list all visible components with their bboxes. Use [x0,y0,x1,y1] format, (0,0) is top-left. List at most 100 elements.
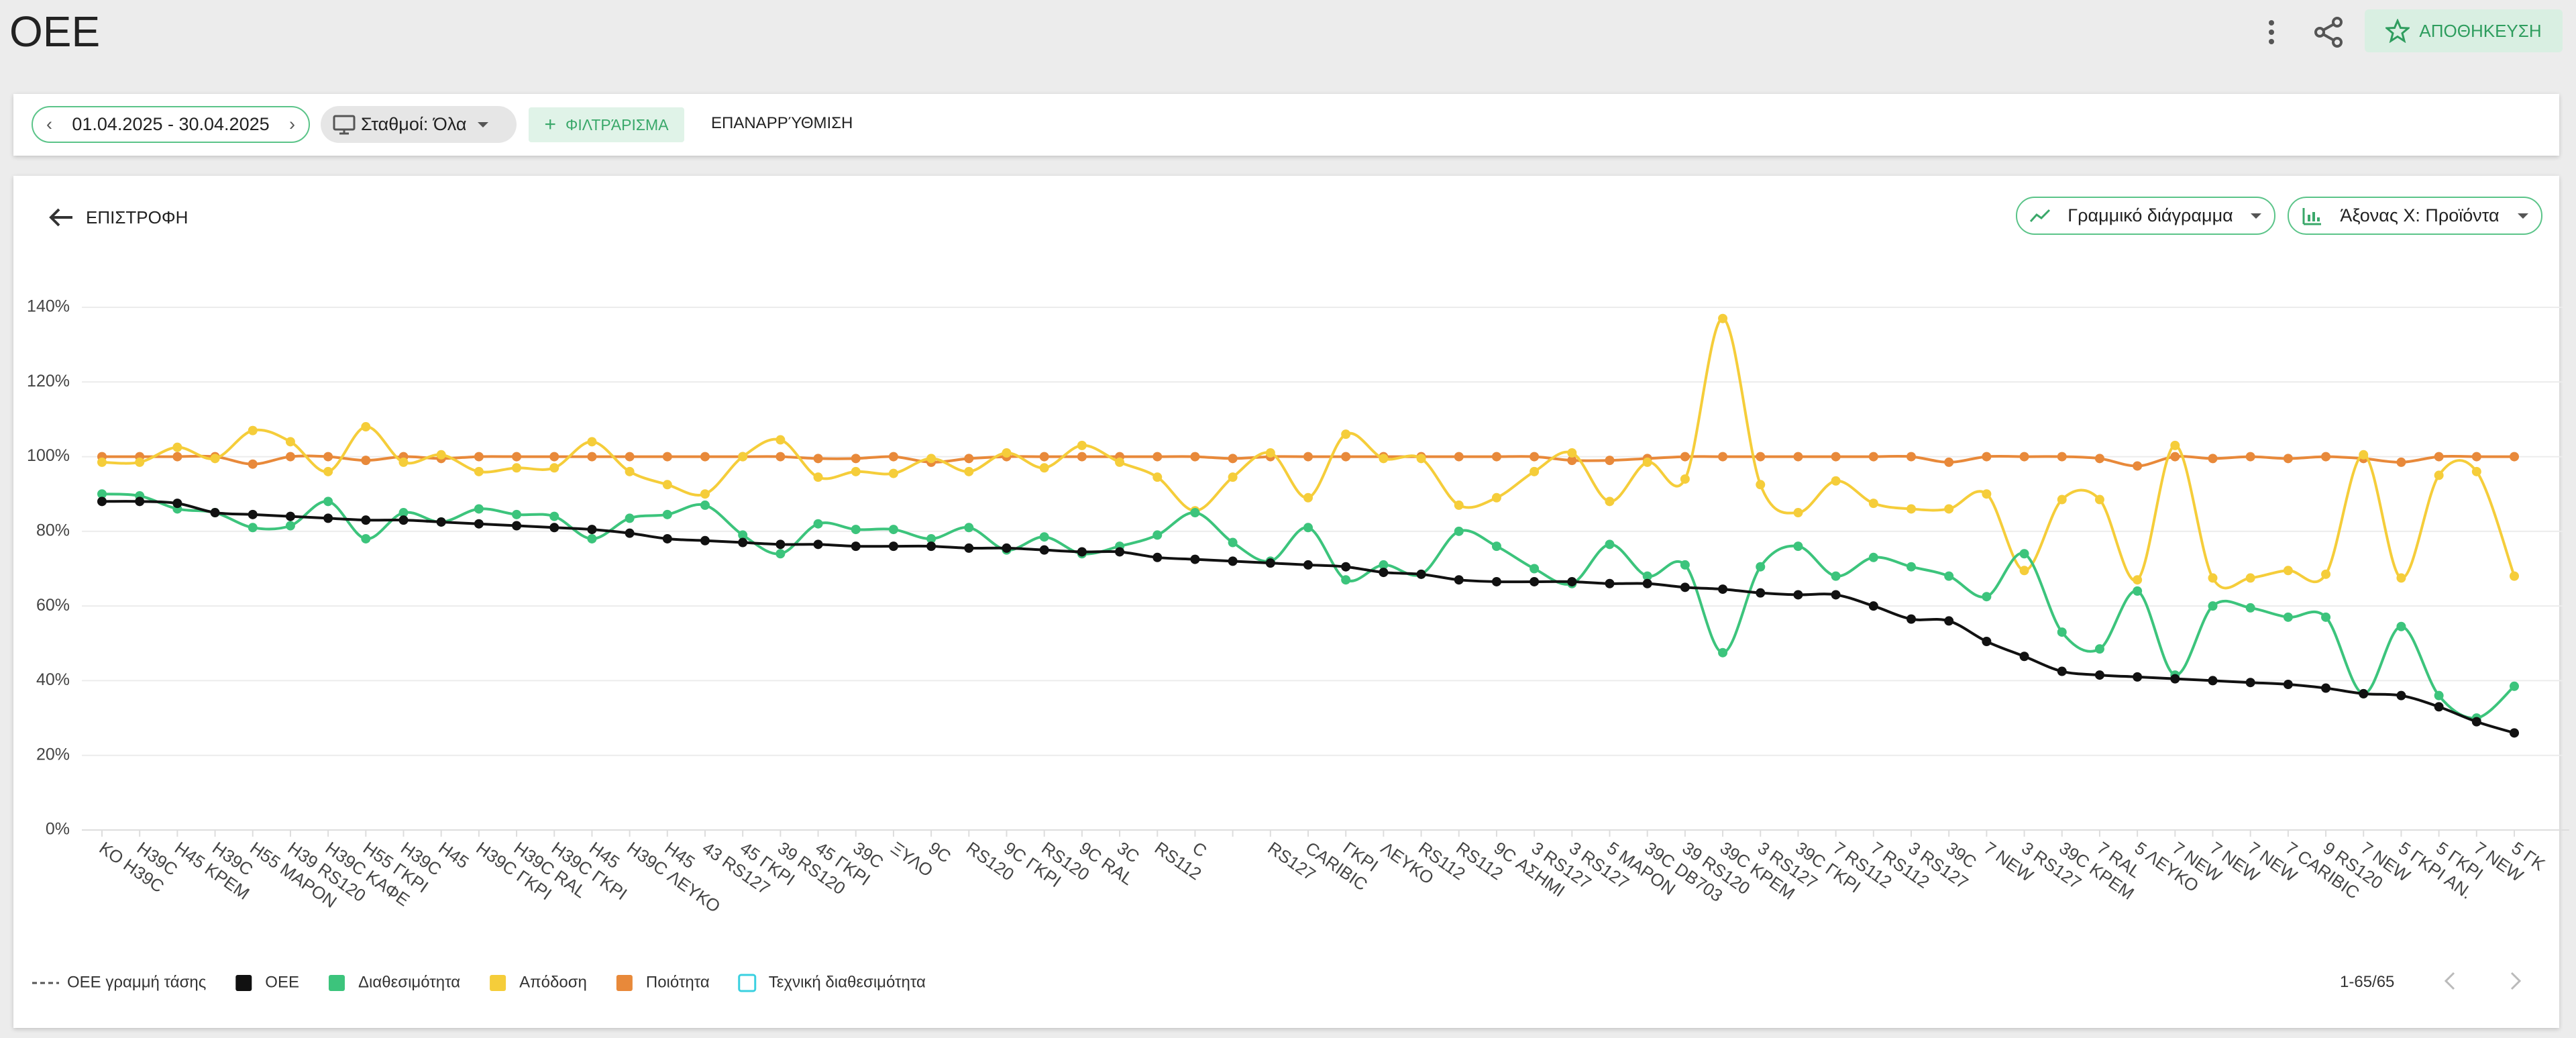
data-point [2019,549,2029,559]
data-point [2471,466,2481,476]
back-arrow[interactable] [48,207,75,228]
reset-button[interactable]: ΕΠΑΝΑΡΡΎΘΜΙΣΗ [711,114,853,132]
data-point [888,525,898,535]
data-point [625,528,635,538]
stations-label: Σταθμοί: Όλα [361,114,467,134]
data-point [2133,461,2143,471]
share-button[interactable] [2313,16,2345,48]
data-point [662,480,672,490]
data-point [323,513,333,523]
next-chevron[interactable]: › [288,114,295,134]
data-point [2170,452,2180,462]
data-point [1718,584,1728,594]
data-point [1907,452,1916,462]
date-range-picker[interactable]: ‹ 01.04.2025 - 30.04.2025 › [32,106,310,143]
data-point [2434,690,2444,700]
legend-label: Ποιότητα [646,973,710,991]
y-tick-label: 40% [36,670,70,689]
data-point [813,454,823,464]
x-axis-select[interactable]: Άξονας Χ: Προϊόντα [2288,197,2542,235]
data-point [2434,702,2444,712]
data-point [248,459,258,469]
data-point [1567,448,1577,458]
data-point [587,452,597,462]
data-point [474,519,484,529]
save-button[interactable]: ΑΠΟΘΗΚΕΥΣΗ [2365,9,2563,52]
data-point [2094,644,2104,654]
data-point [926,454,936,464]
plus-icon: + [544,113,556,136]
data-point [97,497,107,507]
data-point [587,533,597,543]
data-point [2510,452,2519,462]
data-point [1944,504,1954,514]
data-point [1379,560,1389,570]
legend-label: Απόδοση [519,973,587,991]
data-point [1529,452,1540,462]
data-point [2434,470,2444,480]
data-point [1868,601,1878,611]
data-point [2133,586,2143,596]
data-point [2283,612,2293,622]
data-point [2396,690,2406,700]
chart-type-select[interactable]: Γραμμικό διάγραμμα [2016,197,2275,235]
data-point [1303,452,1313,462]
prev-page[interactable] [2442,970,2458,992]
prev-chevron[interactable]: ‹ [46,114,52,134]
data-point [2245,452,2255,462]
data-point [1341,452,1351,462]
page-title: OEE [9,7,101,56]
data-point [888,468,898,478]
stations-select[interactable]: Σταθμοί: Όλα [321,106,517,143]
back-button[interactable]: ΕΠΙΣΤΡΟΦΗ [86,207,189,227]
data-point [1642,457,1652,467]
more-menu[interactable] [2261,17,2288,47]
next-page[interactable] [2508,970,2524,992]
data-point [1454,500,1464,510]
data-point [1303,560,1313,570]
data-point [775,435,786,445]
data-point [1077,452,1087,462]
data-point [1718,313,1728,323]
data-point [2283,679,2293,689]
legend-swatch [235,975,252,991]
data-point [2321,683,2331,693]
data-point [2094,454,2104,464]
data-point [738,537,748,548]
star-icon [2385,19,2410,43]
data-point [2133,672,2143,682]
data-point [1228,454,1238,464]
data-point [1190,508,1200,518]
data-point [1379,568,1389,578]
data-point [285,511,295,521]
axis-icon [2302,207,2321,225]
data-point [2471,717,2481,727]
data-point [1491,452,1501,462]
legend-label: Τεχνική διαθεσιμότητα [769,973,926,991]
data-point [549,523,559,533]
data-point [851,466,861,476]
data-point [1982,637,1992,647]
line-icon [2029,209,2051,222]
data-point [474,466,484,476]
caret [2251,213,2261,219]
data-point [1265,558,1275,568]
data-point [2396,457,2406,467]
data-point [549,463,559,473]
data-point [2057,627,2067,637]
data-point [813,539,823,550]
data-point [323,497,333,507]
data-point [2359,450,2369,460]
data-point [2245,603,2255,613]
data-point [2321,569,2331,579]
data-point [1831,476,1841,486]
caret [2517,213,2528,219]
filter-button[interactable]: + ΦΙΛΤΡΆΡΙΣΜΑ [529,107,684,142]
data-point [662,452,672,462]
y-tick-label: 80% [36,521,70,539]
data-point [2057,495,2067,505]
monitor-icon [333,115,356,134]
data-point [210,454,220,464]
data-point [2208,601,2218,611]
data-point [1002,543,1012,553]
